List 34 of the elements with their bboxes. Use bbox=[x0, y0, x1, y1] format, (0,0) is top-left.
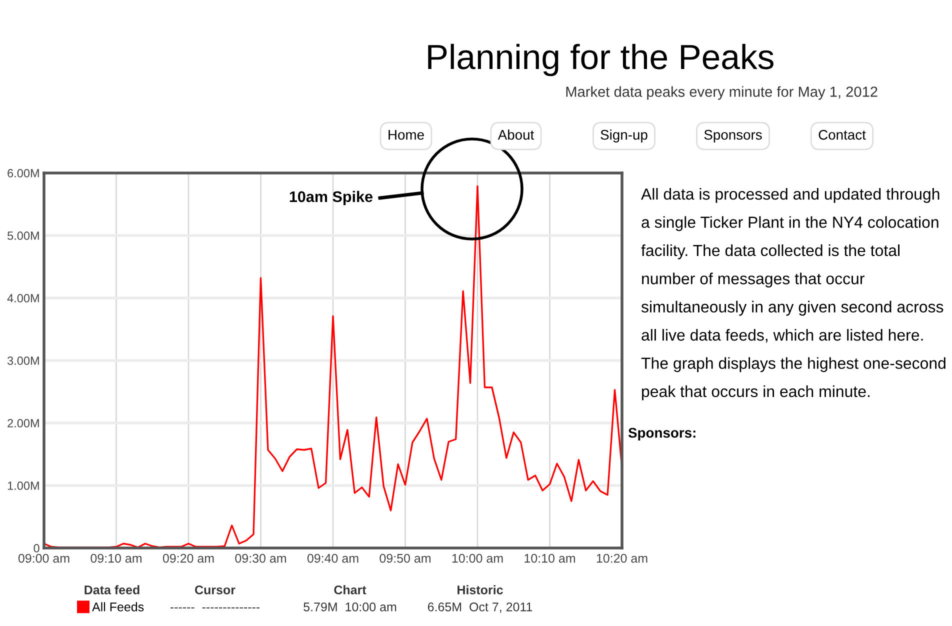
x-tick-label: 10:10 am bbox=[524, 554, 575, 563]
text: Chart bbox=[334, 585, 366, 594]
x-tick-label: 09:10 am bbox=[90, 554, 142, 563]
text: About bbox=[498, 130, 534, 140]
x-tick-label: 09:40 am bbox=[307, 554, 358, 563]
text: Data feed bbox=[84, 585, 140, 594]
x-tick-label: 09:30 am bbox=[235, 554, 286, 563]
text: ------ -------------- bbox=[170, 607, 260, 608]
text: Cursor bbox=[195, 586, 236, 594]
annotation: 10am Spike bbox=[290, 190, 372, 206]
y-tick-label: 0 bbox=[34, 544, 40, 552]
chart-title: Planning for the Peaks bbox=[428, 44, 774, 76]
y-tick-label: 1.00M bbox=[8, 482, 39, 490]
y-tick-label: 5.00M bbox=[7, 232, 39, 240]
text: Home bbox=[388, 130, 424, 140]
x-tick-label: 09:20 am bbox=[162, 554, 214, 563]
x-tick-label: 10:20 am bbox=[596, 554, 648, 563]
y-tick-label: 6.00M bbox=[8, 169, 39, 178]
text: Contact bbox=[818, 130, 866, 140]
x-tick-label: 10:00 am bbox=[452, 554, 503, 563]
text: All data is processed and updated through a single Ticker Plant in the NY4 colocation facility. The data collected is the total number of messages that occur simultaneously in any given second across all live data feeds, which are listed here. The graph displays the highest one-second peak that occurs in each minute. bbox=[641, 188, 946, 400]
text: 6.65M Oct 7, 2011 bbox=[428, 602, 532, 613]
text: Market data peaks every minute for May 1, 2012 bbox=[566, 86, 878, 100]
y-tick-label: 2.00M bbox=[8, 419, 39, 428]
x-tick-label: 09:50 am bbox=[380, 554, 430, 563]
x-tick-label: 09:00 am bbox=[18, 554, 70, 563]
legend-label: All Feeds bbox=[92, 602, 144, 612]
text: Sign-up bbox=[600, 130, 648, 142]
text: 5.79M 10:00 am bbox=[304, 602, 396, 612]
y-tick-label: 3.00M bbox=[7, 356, 39, 365]
y-tick-label: 4.00M bbox=[7, 294, 39, 302]
text: Historic bbox=[458, 585, 503, 594]
text: Sponsors bbox=[704, 130, 762, 142]
text: Sponsors: bbox=[628, 428, 696, 440]
